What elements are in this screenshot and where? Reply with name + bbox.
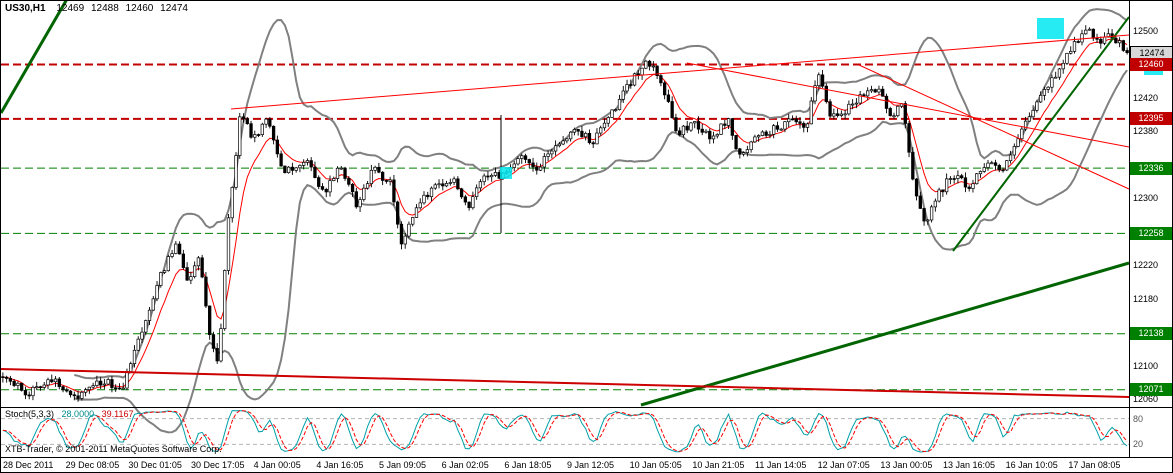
x-axis-label: 28 Dec 2011 — [3, 460, 54, 470]
ohlc-open-value: 12469 — [56, 3, 85, 14]
chart-header: US30,H1 12469 12488 12460 12474 — [5, 3, 192, 14]
price-level-badge: 12395 — [1130, 112, 1172, 126]
x-axis-label: 10 Jan 05:05 — [629, 460, 682, 470]
x-axis-label: 30 Dec 17:05 — [191, 460, 245, 470]
stoch-indicator-label: Stoch(5,3,3) 28.0000 39.1167 — [5, 409, 133, 419]
x-axis-label: 30 Dec 01:05 — [128, 460, 182, 470]
y-axis-tick: 12060 — [1133, 394, 1159, 404]
y-axis-tick: 12300 — [1133, 193, 1159, 204]
x-axis-label: 12 Jan 07:05 — [817, 460, 870, 470]
x-axis-label: 13 Jan 00:05 — [880, 460, 933, 470]
ohlc-low-value: 12460 — [125, 3, 154, 14]
ohlc-close-value: 12474 — [160, 3, 188, 14]
x-axis-label: 29 Dec 08:05 — [65, 460, 120, 470]
price-level-badge: 12258 — [1130, 226, 1172, 240]
symbol-timeframe-label: US30,H1 — [5, 3, 46, 14]
stoch-level-label: 80 — [1133, 413, 1144, 424]
stoch-level-label: 20 — [1133, 439, 1144, 450]
time-axis: 28 Dec 2011 29 Dec 08:05 30 Dec 01:05 30 De… — [1, 460, 1129, 472]
price-level-badge: 12336 — [1130, 161, 1172, 175]
x-axis-label: 17 Jan 08:05 — [1068, 460, 1121, 470]
x-axis-label: 4 Jan 00:05 — [253, 460, 301, 470]
x-axis-label: 10 Jan 21:05 — [692, 460, 745, 470]
x-axis-label: 9 Jan 12:05 — [567, 460, 615, 470]
y-axis-tick: 12100 — [1133, 360, 1159, 371]
price-level-badge: 12460 — [1130, 57, 1172, 71]
stoch-name: Stoch(5,3,3) — [5, 409, 55, 419]
y-axis-tick: 12500 — [1133, 26, 1159, 36]
x-axis-label: 6 Jan 02:05 — [441, 460, 489, 470]
x-axis-label: 6 Jan 18:05 — [504, 460, 552, 470]
x-axis-label: 4 Jan 16:05 — [316, 460, 364, 470]
x-axis-label: 5 Jan 09:05 — [379, 460, 427, 470]
copyright-label: XTB-Trader, © 2001-2011 MetaQuotes Softw… — [5, 444, 222, 454]
stoch-k-value: 28.0000 — [61, 409, 95, 419]
x-axis-label: 13 Jan 16:05 — [943, 460, 996, 470]
ohlc-high-value: 12488 — [90, 3, 119, 14]
y-axis-tick: 12220 — [1133, 260, 1159, 271]
x-axis-label: 16 Jan 10:05 — [1005, 460, 1058, 470]
x-axis-label: 11 Jan 14:05 — [755, 460, 807, 470]
y-axis-tick: 12380 — [1133, 126, 1159, 137]
y-axis-tick: 12420 — [1133, 92, 1159, 103]
price-level-badge: 12138 — [1130, 327, 1172, 341]
stoch-d-value: 39.1167 — [101, 409, 134, 419]
y-axis-tick: 12180 — [1133, 293, 1159, 304]
price-level-badge: 12071 — [1130, 383, 1172, 397]
